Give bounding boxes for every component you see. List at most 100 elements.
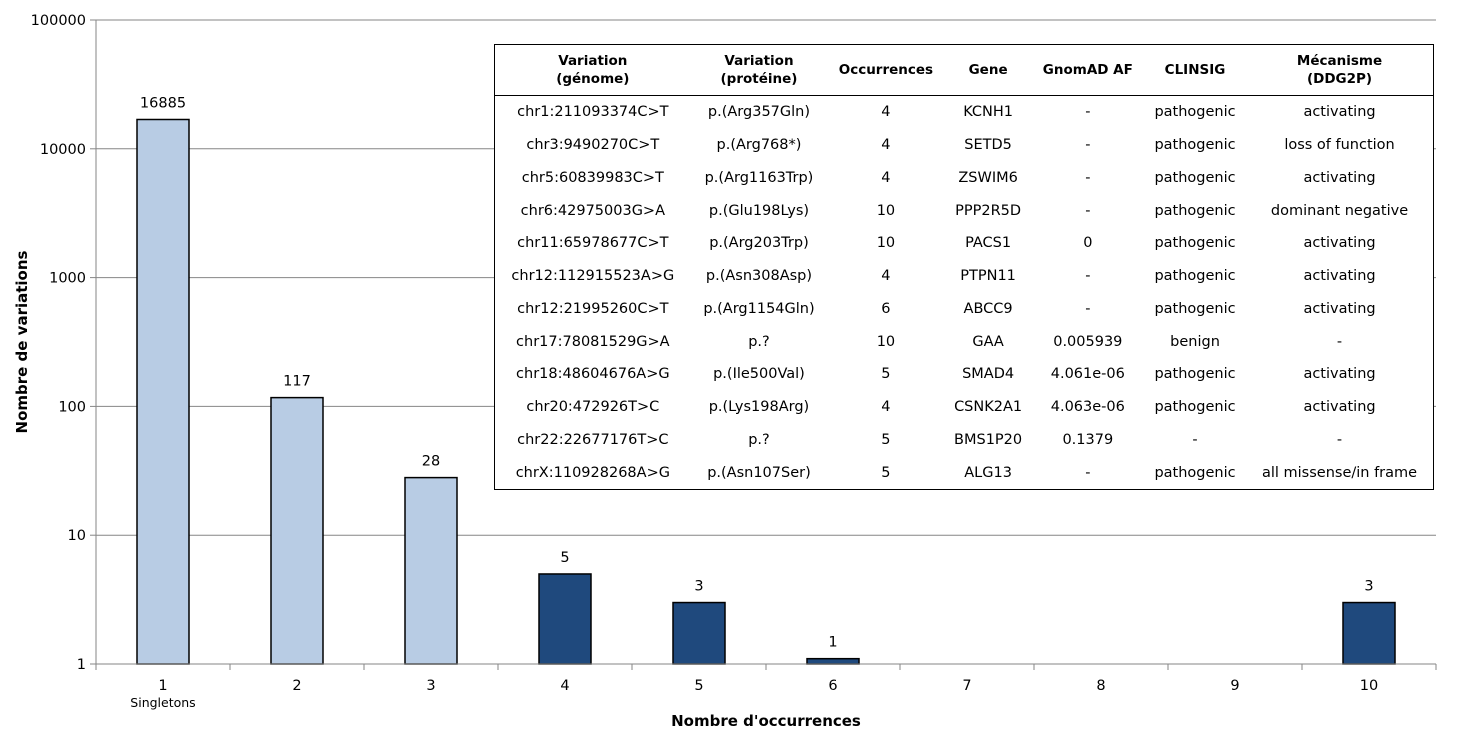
table-cell: activating [1303,104,1376,121]
table-row: chr12:112915523A>G p.(Asn308Asp) 4 PTPN11 - p… [495,260,1434,293]
table-cell: chr5:60839983C>T [521,169,664,186]
table-cell: GAA [972,333,1004,350]
table-cell: 4 [881,398,891,415]
axes [90,19,1437,670]
table-cell: pathogenic [1154,268,1236,285]
table-header-text: (DDG2P) [1306,71,1373,87]
table-cell: activating [1303,235,1376,252]
table-cell: ZSWIM6 [958,169,1018,186]
table-cell: p.(Arg203Trp) [709,235,809,252]
table-header-text: Occurrences [838,62,934,78]
x-tick-label: 4 [560,678,569,694]
table-cell: chr3:9490270C>T [526,137,660,154]
y-tick-label: 100000 [31,13,86,29]
data-label: 28 [422,454,440,470]
table-cell: p.(Arg1154Gln) [703,300,815,317]
table-cell: chr11:65978677C>T [517,235,669,252]
y-tick-label: 1000 [49,271,86,287]
x-tick-label: 6 [828,678,837,694]
table-header-text: Gene [968,62,1008,78]
table-row: chr1:211093374C>T p.(Arg357Gln) 4 KCNH1 - pat… [495,96,1434,129]
x-tick-label: 2 [292,678,301,694]
x-tick-label: 3 [426,678,435,694]
table-cell: 4 [881,137,891,154]
table-cell: activating [1303,169,1376,186]
table-header-text: Mécanisme [1296,53,1383,69]
table-cell: ALG13 [964,464,1012,481]
table-cell: KCNH1 [963,104,1014,121]
table-cell: 4 [881,268,891,285]
data-label: 3 [1364,579,1373,595]
table-cell: - [1085,464,1091,481]
table-cell: 0.1379 [1062,431,1114,448]
x-tick-label: 7 [962,678,971,694]
table-cell: pathogenic [1154,300,1236,317]
table-cell: chrX:110928268A>G [515,464,670,481]
table-cell: chr22:22677176T>C [517,431,669,448]
table-cell: - [1336,333,1343,350]
table-cell: p.(Arg357Gln) [707,104,811,121]
y-tick-label: 10 [68,528,86,544]
table-cell: all missense/in frame [1261,464,1418,481]
table-cell: - [1085,202,1091,219]
table-cell: chr12:21995260C>T [517,300,669,317]
table-cell: p.? [748,333,770,350]
table-cell: SMAD4 [962,366,1015,383]
table-header-cell: Mécanisme (DDG2P) [1246,44,1434,96]
table-header-text: (génome) [556,71,630,87]
table-cell: 4.061e-06 [1050,366,1125,383]
data-label: 16885 [140,95,186,111]
table-cell: chr18:48604676A>G [516,366,670,383]
table-row: chr17:78081529G>A p.? 10 GAA 0.005939 benign - [495,325,1434,358]
table-cell: pathogenic [1154,169,1236,186]
table-cell: PPP2R5D [955,202,1022,219]
table-header-text: Variation [724,53,794,69]
table-cell: - [1085,104,1091,121]
table-cell: 4.063e-06 [1050,398,1125,415]
table-cell: - [1085,300,1091,317]
table-cell: pathogenic [1154,104,1236,121]
y-axis-title: Nombre de variations [13,250,31,433]
table-header-cell: Occurrences [827,44,945,96]
table-row: chrX:110928268A>G p.(Asn107Ser) 5 ALG13 - pat… [495,456,1434,489]
table-row: chr20:472926T>C p.(Lys198Arg) 4 CSNK2A1 4.06… [495,391,1434,424]
table-cell: ABCC9 [963,300,1013,317]
table-cell: benign [1170,333,1220,350]
table-cell: 5 [881,431,891,448]
table-cell: 10 [876,202,896,219]
table-cell: - [1085,268,1091,285]
table-cell: chr6:42975003G>A [520,202,665,219]
x-tick-label: 10 [1360,678,1378,694]
data-label: 3 [694,579,703,595]
table-row: chr6:42975003G>A p.(Glu198Lys) 10 PPP2R5D - p… [495,194,1434,227]
bar [1342,601,1396,665]
table-header-text: GnomAD AF [1042,62,1133,78]
table-cell: activating [1303,268,1376,285]
table-row: chr11:65978677C>T p.(Arg203Trp) 10 PACS1 0 pa… [495,227,1434,260]
table-cell: - [1085,137,1091,154]
table-cell: p.(Asn107Ser) [707,464,811,481]
table-cell: pathogenic [1154,235,1236,252]
table-cell: PACS1 [965,235,1012,252]
table-cell: pathogenic [1154,202,1236,219]
table-cell: p.(Lys198Arg) [708,398,810,415]
table-header-text: CLINSIG [1164,62,1226,78]
table-row: chr12:21995260C>T p.(Arg1154Gln) 6 ABCC9 - pa… [495,292,1434,325]
x-tick-label: 9 [1230,678,1239,694]
table-header-row: Variation (génome) Variation (protéine) Occu… [494,44,1434,96]
table-cell: chr17:78081529G>A [516,333,670,350]
bars [136,118,1396,665]
bar [806,657,860,665]
bar [538,573,592,665]
x-axis-title: Nombre d'occurrences [671,712,861,730]
table-cell: pathogenic [1154,137,1236,154]
table-cell: - [1192,431,1198,448]
table-cell: pathogenic [1154,366,1236,383]
table-header-cell: Variation (protéine) [690,44,828,96]
table-cell: SETD5 [964,137,1012,154]
table-header-cell: GnomAD AF [1031,44,1144,96]
table-cell: 4 [881,169,891,186]
table-header-text: (protéine) [720,71,798,87]
table-cell: 5 [881,464,891,481]
labels: 110100100010000100000168851Singletons117… [13,13,1378,730]
